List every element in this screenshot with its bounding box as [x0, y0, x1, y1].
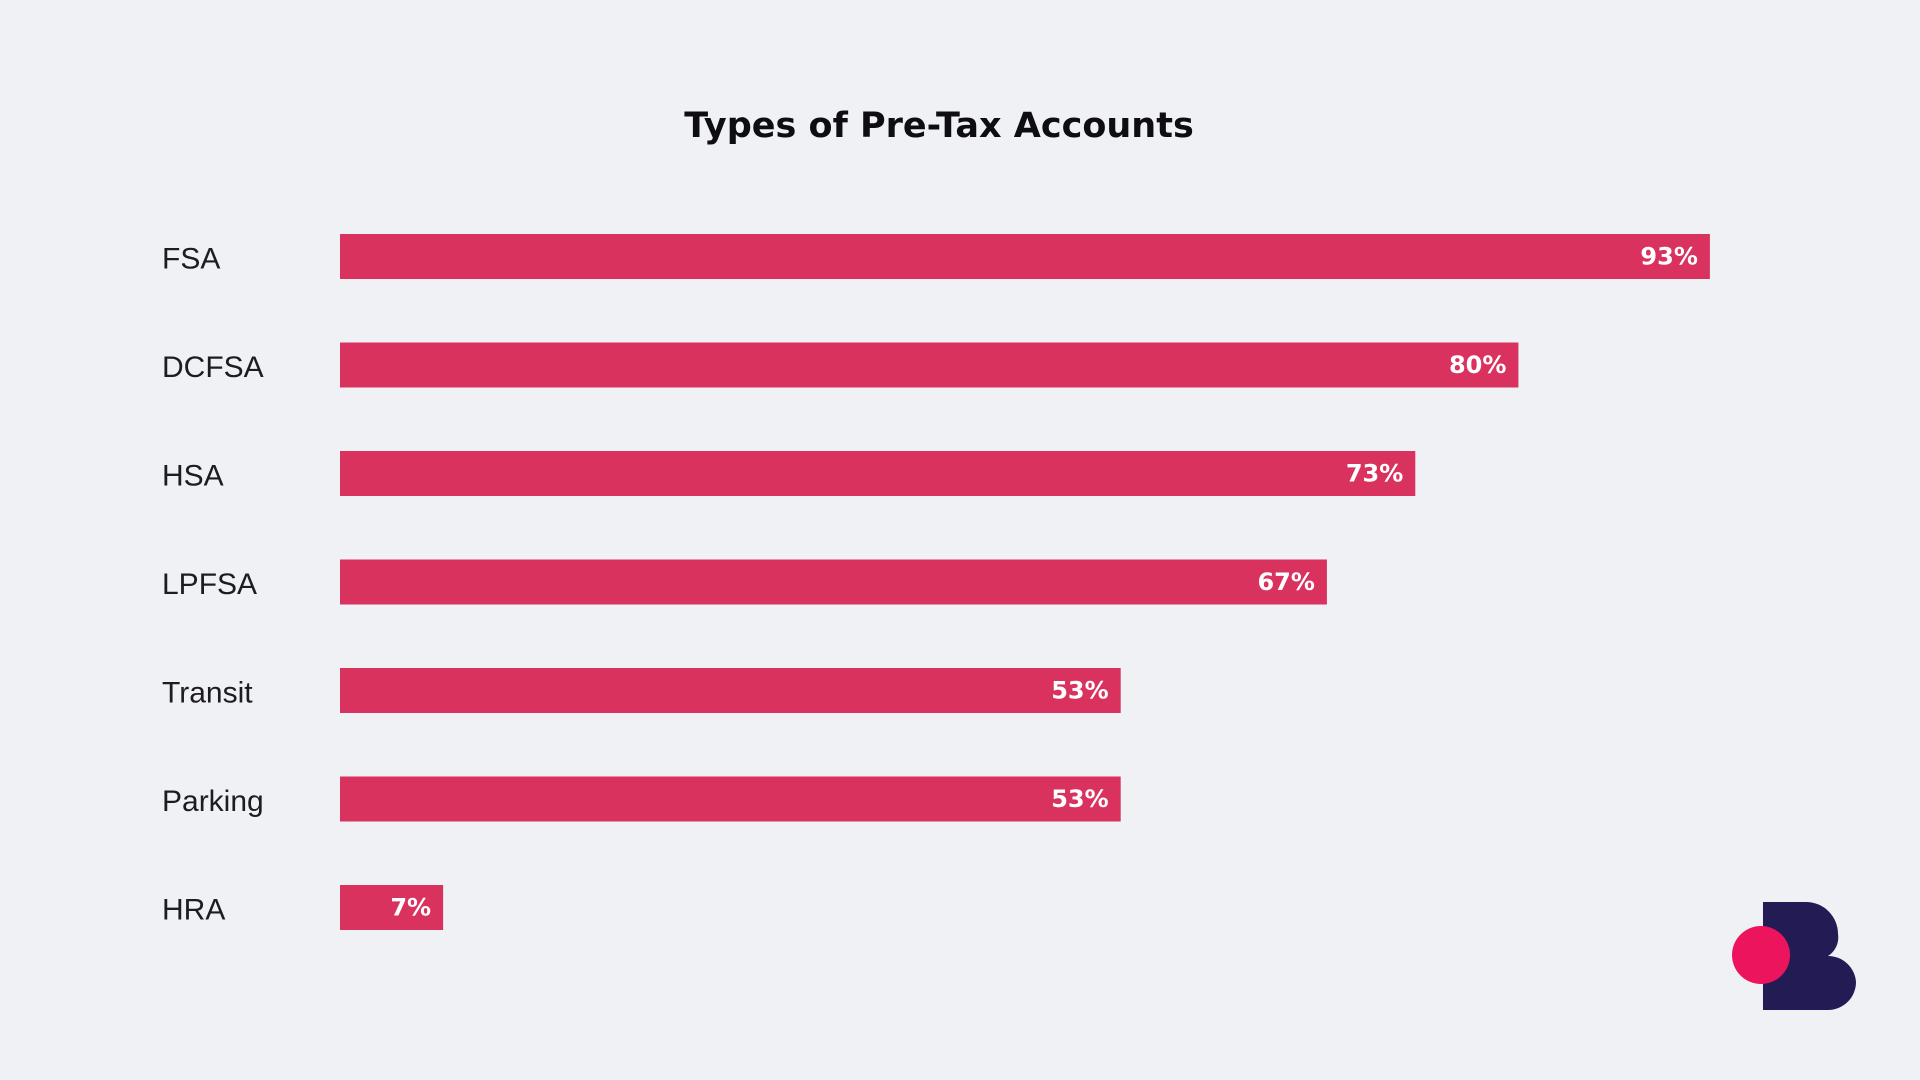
bar-parking [340, 776, 1121, 822]
logo-dot [1732, 926, 1790, 984]
bar-hsa [340, 451, 1416, 496]
bar-transit [340, 668, 1121, 713]
category-label-lpfsa: LPFSA [162, 568, 257, 601]
category-label-hsa: HSA [162, 459, 224, 492]
value-label-fsa: 93% [1640, 243, 1697, 271]
category-label-dcfsa: DCFSA [162, 351, 264, 384]
chart-title: Types of Pre-Tax Accounts [684, 106, 1194, 146]
category-label-hra: HRA [162, 893, 225, 926]
category-label-transit: Transit [162, 676, 253, 709]
logo-b-shape [1763, 902, 1856, 1010]
brand-b-logo-icon [1732, 902, 1856, 1010]
category-label-fsa: FSA [162, 242, 220, 275]
value-label-lpfsa: 67% [1257, 568, 1314, 596]
value-label-parking: 53% [1051, 785, 1108, 813]
category-label-parking: Parking [162, 785, 264, 818]
bar-dcfsa [340, 342, 1519, 388]
bar-lpfsa [340, 559, 1327, 605]
bar-hra [340, 885, 444, 930]
value-label-transit: 53% [1051, 677, 1108, 705]
bar-fsa [340, 234, 1710, 279]
value-label-hsa: 73% [1346, 460, 1403, 488]
value-label-hra: 7% [390, 894, 431, 922]
value-label-dcfsa: 80% [1449, 351, 1506, 379]
